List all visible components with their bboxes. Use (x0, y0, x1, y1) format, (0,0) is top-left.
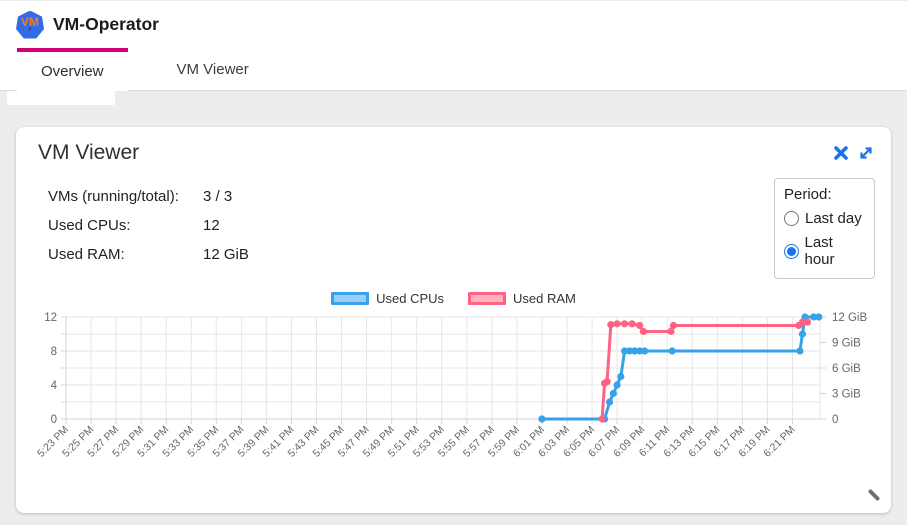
expand-icon[interactable] (858, 145, 874, 161)
stat-label-ram: Used RAM: (48, 246, 125, 263)
tab-vm-viewer-label: VM Viewer (176, 60, 249, 78)
vm-viewer-card: VM Viewer VMs (running/total): 3 / 3 Use… (16, 127, 891, 513)
svg-text:12 GiB: 12 GiB (832, 312, 867, 324)
logo-text: VM (21, 15, 39, 29)
svg-text:8: 8 (51, 346, 57, 358)
svg-text:4: 4 (51, 380, 58, 392)
stat-value-ram: 12 GiB (203, 246, 249, 263)
svg-text:3 GiB: 3 GiB (832, 389, 861, 401)
card-title: VM Viewer (38, 141, 140, 164)
radio-last-day-label: Last day (805, 210, 862, 227)
app-title: VM-Operator (53, 14, 159, 34)
legend-swatch-used-ram (468, 292, 507, 305)
svg-text:0: 0 (51, 414, 57, 426)
stat-label-vms: VMs (running/total): (48, 188, 179, 205)
tab-overview[interactable]: Overview (17, 48, 128, 91)
chart-legend: Used CPUs Used RAM (16, 291, 891, 306)
radio-last-hour[interactable]: Last hour (784, 234, 865, 268)
stat-label-cpus: Used CPUs: (48, 217, 131, 234)
svg-text:12: 12 (44, 312, 57, 324)
stat-value-vms: 3 / 3 (203, 188, 233, 205)
resize-handle-icon[interactable] (866, 487, 882, 503)
stat-value-cpus: 12 (203, 217, 220, 234)
radio-last-day-input[interactable] (784, 211, 799, 226)
app-logo-icon: VM ▾ (16, 10, 44, 39)
main-area: VM Viewer VMs (running/total): 3 / 3 Use… (0, 91, 907, 525)
tab-vm-viewer[interactable]: VM Viewer (153, 48, 273, 90)
usage-chart[interactable]: 5:23 PM5:25 PM5:27 PM5:29 PM5:31 PM5:33 … (24, 310, 884, 482)
legend-label-used-cpus: Used CPUs (376, 291, 445, 306)
active-tab-notch (7, 91, 115, 105)
radio-last-day[interactable]: Last day (784, 210, 865, 227)
period-label: Period: (784, 186, 832, 203)
tab-overview-label: Overview (41, 63, 104, 80)
period-box: Period: Last day Last hour (774, 178, 875, 279)
app-header: VM ▾ VM-Operator (0, 0, 907, 48)
tab-bar: Overview VM Viewer (0, 48, 907, 91)
legend-swatch-used-cpus (331, 292, 370, 305)
radio-last-hour-input[interactable] (784, 243, 799, 259)
legend-label-used-ram: Used RAM (513, 291, 576, 306)
close-icon[interactable] (833, 145, 849, 161)
legend-item-used-cpus[interactable]: Used CPUs (331, 291, 444, 306)
svg-text:9 GiB: 9 GiB (832, 338, 861, 350)
svg-text:6 GiB: 6 GiB (832, 363, 861, 375)
stats-table: VMs (running/total): 3 / 3 Used CPUs: 12… (48, 188, 249, 263)
radio-last-hour-label: Last hour (804, 234, 835, 268)
legend-item-used-ram[interactable]: Used RAM (468, 291, 576, 306)
logo-helm-mark: ▾ (28, 26, 32, 33)
svg-text:0: 0 (832, 414, 838, 426)
